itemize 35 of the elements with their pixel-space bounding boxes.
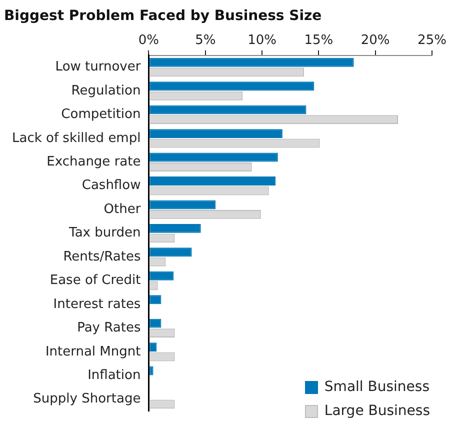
y-tick-label: Low turnover bbox=[55, 60, 142, 75]
bar bbox=[149, 152, 278, 162]
bar bbox=[149, 82, 314, 91]
bar bbox=[149, 248, 192, 257]
y-tick-label: Pay Rates bbox=[77, 320, 141, 336]
x-tick-label: 15% bbox=[304, 32, 334, 48]
y-tick-label: Lack of skilled empl bbox=[12, 130, 141, 146]
bar bbox=[149, 271, 174, 280]
bar bbox=[149, 176, 276, 186]
y-tick-label: Internal Mngnt bbox=[45, 344, 141, 360]
y-tick-label: Exchange rate bbox=[46, 154, 141, 170]
y-tick-label: Ease of Credit bbox=[50, 273, 141, 288]
y-tick-label: Regulation bbox=[71, 83, 141, 98]
y-tick-label: Inflation bbox=[88, 368, 141, 383]
bar bbox=[149, 366, 154, 376]
x-tick-label: 0% bbox=[138, 32, 160, 48]
y-tick-label: Competition bbox=[61, 107, 141, 122]
legend-label: Large Business bbox=[324, 403, 430, 419]
y-tick-label: Supply Shortage bbox=[33, 392, 141, 407]
x-tick-label: 10% bbox=[248, 32, 276, 48]
bar bbox=[149, 129, 282, 138]
legend-label: Small Business bbox=[324, 379, 430, 395]
bar bbox=[149, 105, 306, 114]
y-tick-label: Tax burden bbox=[68, 226, 141, 241]
bar bbox=[149, 200, 216, 210]
y-tick-label: Interest rates bbox=[53, 296, 141, 312]
bar bbox=[149, 58, 354, 67]
y-tick-label: Other bbox=[104, 202, 142, 217]
y-tick-label: Rents/Rates bbox=[63, 249, 141, 264]
chart-title: Biggest Problem Faced by Business Size bbox=[4, 8, 322, 24]
y-tick-label: Cashflow bbox=[82, 178, 142, 194]
x-tick-label: 20% bbox=[360, 32, 390, 48]
x-tick-label: 5% bbox=[195, 32, 216, 48]
x-tick-label: 25% bbox=[418, 32, 446, 48]
bar bbox=[149, 224, 201, 233]
